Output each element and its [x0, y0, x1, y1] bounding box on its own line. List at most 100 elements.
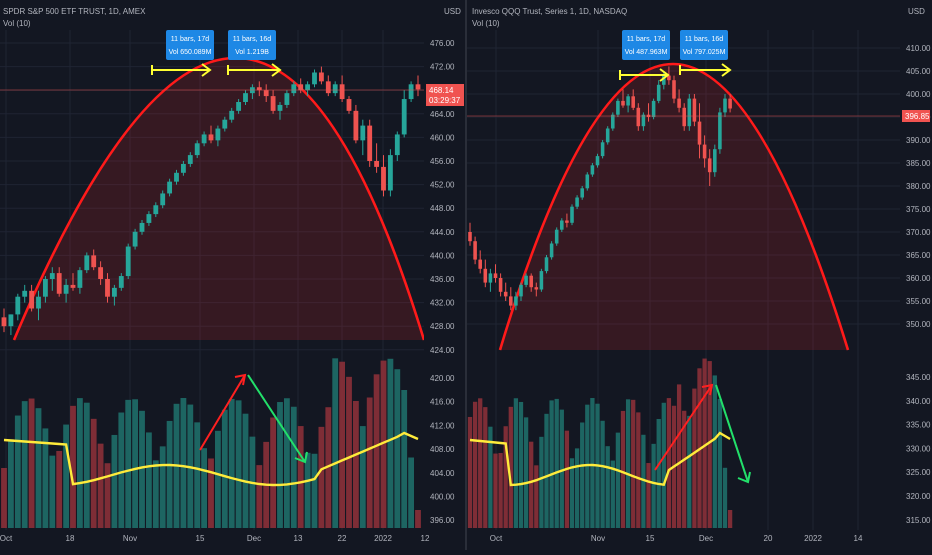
spy-currency: USD [444, 7, 461, 16]
candle-body [312, 72, 317, 85]
spy-title: SPDR S&P 500 ETF TRUST, 1D, AMEX [3, 7, 146, 16]
volume-bar [585, 404, 590, 528]
volume-bar [625, 399, 631, 528]
candle-body [707, 158, 712, 173]
candle-body [22, 290, 28, 297]
candle-body [590, 165, 595, 175]
candle-body [353, 110, 359, 141]
range-label-volume: Vol 797.025M [683, 49, 726, 56]
candle-body [160, 193, 166, 206]
candle-body [174, 172, 179, 182]
volume-bar [539, 436, 544, 528]
volume-axis-tick-label: 345.00 [906, 373, 931, 382]
volume-bar [201, 448, 207, 528]
volume-up-arrowhead [234, 373, 247, 386]
volume-axis-tick-label: 408.00 [430, 445, 455, 454]
candle-body [98, 267, 104, 279]
range-arrow-head [721, 63, 732, 77]
candle-body [367, 125, 373, 161]
date-tick-label: 15 [646, 534, 655, 543]
volume-bar [14, 415, 21, 528]
volume-bar [590, 398, 595, 528]
candle-body [222, 119, 228, 129]
volume-bar [318, 426, 325, 528]
volume-bar [215, 430, 221, 528]
candle-body [36, 296, 41, 309]
date-tick-label: 2022 [374, 534, 392, 543]
volume-bar [687, 415, 692, 528]
volume-bar [394, 369, 401, 528]
candle-body [692, 98, 697, 122]
candle-body [256, 87, 262, 91]
candle-body [621, 100, 625, 106]
candle-body [473, 241, 477, 260]
volume-bar [712, 375, 717, 528]
candle-body [554, 229, 559, 244]
candle-body [539, 271, 544, 290]
volume-bar [682, 410, 687, 528]
volume-bar [63, 424, 69, 528]
candle-body [595, 156, 600, 166]
arc-fill [14, 58, 424, 340]
candle-body [15, 296, 21, 315]
candle-body [49, 273, 55, 279]
candle-body [305, 84, 311, 91]
candle-body [641, 114, 646, 127]
volume-bar [529, 441, 534, 528]
last-price-value: 396.85 [905, 112, 930, 121]
volume-axis-tick-label: 330.00 [906, 444, 931, 453]
candle-body [381, 166, 386, 191]
candle-body [91, 255, 97, 268]
volume-bar [620, 410, 626, 528]
range-label-volume: Vol 650.089M [169, 49, 212, 56]
candle-body [560, 220, 564, 230]
volume-bar [346, 376, 352, 528]
price-tick-label: 410.00 [906, 44, 931, 53]
volume-bar [615, 432, 621, 528]
volume-down-arrowhead [294, 451, 308, 464]
volume-bar [159, 446, 166, 528]
candle-body [243, 93, 248, 102]
volume-axis-tick-label: 315.00 [906, 516, 931, 525]
date-tick-label: 22 [338, 534, 347, 543]
candle-body [575, 197, 579, 207]
date-tick-label: 20 [764, 534, 773, 543]
price-tick-label: 460.00 [430, 133, 455, 142]
price-tick-label: 405.00 [906, 67, 931, 76]
candle-body [408, 84, 414, 100]
volume-bar [208, 458, 214, 528]
price-tick-label: 370.00 [906, 228, 931, 237]
volume-bar [366, 397, 373, 528]
candle-body [662, 75, 666, 85]
volume-bar [77, 398, 83, 528]
volume-bar [311, 453, 318, 528]
candle-body [118, 276, 124, 288]
range-arrow-head [659, 68, 670, 82]
date-tick-label: Nov [591, 534, 605, 543]
candle-body [667, 75, 671, 81]
candle-body [401, 99, 407, 135]
volume-bar [304, 452, 311, 528]
volume-bar [605, 446, 610, 528]
volume-axis-tick-label: 340.00 [906, 397, 931, 406]
candle-body [125, 246, 131, 277]
range-label-bars: 11 bars, 16d [233, 36, 272, 43]
range-label-box [622, 30, 670, 60]
price-tick-label: 385.00 [906, 159, 931, 168]
volume-bar [472, 401, 478, 528]
volume-bar [194, 422, 201, 528]
volume-bar [90, 418, 97, 528]
volume-bar [139, 410, 145, 528]
candle-body [277, 104, 283, 111]
volume-bar [574, 448, 580, 528]
volume-bar [21, 401, 28, 528]
candle-body [1, 317, 7, 327]
candle-body [263, 90, 269, 97]
date-tick-label: Dec [247, 534, 261, 543]
volume-bar [152, 460, 159, 528]
candle-body [332, 84, 338, 94]
date-tick-label: Nov [123, 534, 137, 543]
candle-body [616, 100, 620, 115]
price-tick-label: 424.00 [430, 346, 455, 355]
